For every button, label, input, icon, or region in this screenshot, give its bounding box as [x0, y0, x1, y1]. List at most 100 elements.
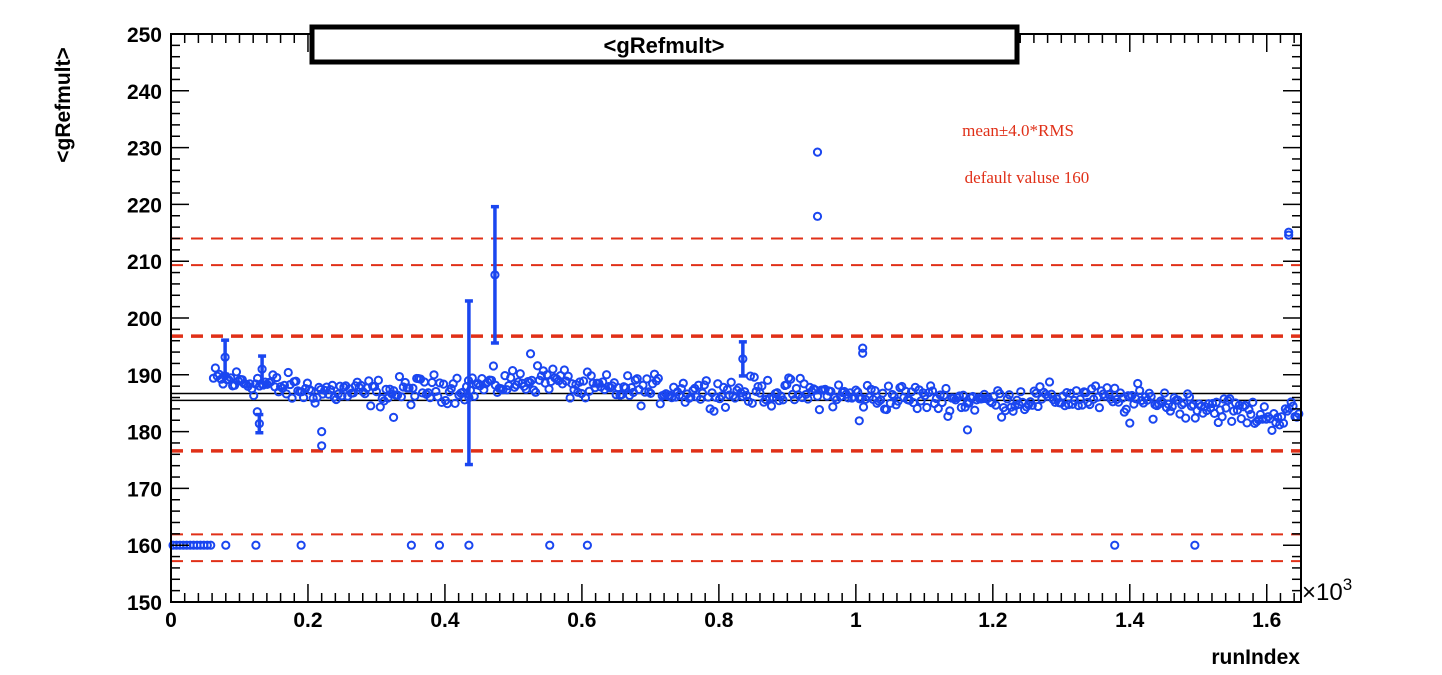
data-point — [1110, 383, 1120, 393]
data-point — [958, 390, 968, 400]
data-point — [1027, 400, 1037, 410]
data-point — [337, 391, 347, 401]
data-point — [623, 371, 633, 381]
data-point — [559, 365, 569, 375]
data-point — [1041, 389, 1051, 399]
data-point — [1267, 425, 1277, 435]
data-point — [452, 373, 462, 383]
data-point — [1217, 412, 1227, 422]
data-point — [699, 380, 709, 390]
default-value-point — [545, 540, 555, 550]
data-point — [542, 370, 552, 380]
data-point — [210, 363, 220, 373]
data-point — [525, 377, 535, 387]
data-points-layer — [168, 147, 1304, 550]
data-point — [406, 400, 416, 410]
y-axis-label: <gRefmult> — [52, 47, 75, 163]
data-point — [1016, 387, 1026, 397]
data-point — [1115, 388, 1126, 398]
x-tick-label: 0 — [165, 609, 177, 632]
data-point — [722, 384, 732, 395]
data-point — [726, 377, 736, 387]
data-point — [563, 371, 573, 381]
data-point — [922, 402, 932, 413]
data-point — [828, 402, 838, 412]
data-point — [1175, 409, 1185, 419]
data-point — [956, 402, 966, 413]
data-point — [667, 393, 677, 403]
x-tick-label: 1 — [850, 609, 862, 632]
data-point — [249, 390, 259, 401]
data-point — [1104, 389, 1114, 400]
data-point — [1148, 414, 1158, 424]
default-value-point — [434, 540, 445, 550]
data-point — [408, 383, 418, 393]
data-point — [272, 372, 282, 383]
data-point — [646, 388, 656, 399]
data-point — [1225, 394, 1235, 404]
data-point — [1294, 409, 1304, 419]
data-point — [676, 383, 686, 394]
data-point — [410, 391, 420, 401]
data-point — [786, 374, 796, 384]
data-point — [1135, 385, 1145, 396]
data-point — [901, 386, 911, 396]
data-point — [580, 393, 591, 403]
data-point — [972, 395, 982, 405]
data-point — [1223, 395, 1233, 406]
data-point — [1167, 401, 1177, 412]
data-point — [371, 387, 382, 397]
data-point — [366, 401, 376, 411]
data-point — [1179, 398, 1189, 408]
data-point — [1181, 413, 1191, 423]
data-point — [298, 392, 309, 403]
default-value-point — [464, 540, 474, 550]
data-point — [1184, 392, 1195, 402]
x-tick-label: 0.2 — [293, 609, 322, 632]
data-point — [1129, 399, 1139, 409]
y-tick-label: 150 — [127, 592, 162, 615]
data-point — [757, 381, 767, 391]
y-tick-label: 180 — [127, 422, 162, 445]
data-point — [575, 377, 585, 387]
data-point — [881, 404, 892, 415]
data-point — [1004, 390, 1014, 400]
data-point — [709, 406, 719, 416]
x-tick-label: 1.4 — [1115, 609, 1145, 632]
data-point — [245, 379, 255, 389]
data-point — [636, 401, 646, 411]
outlier-point — [858, 343, 868, 353]
data-point — [373, 375, 383, 385]
data-point — [621, 383, 631, 393]
data-point — [283, 367, 293, 378]
y-tick-label: 230 — [127, 138, 162, 161]
title-box — [309, 24, 1020, 65]
y-tick-label: 210 — [127, 251, 162, 274]
data-point — [653, 373, 663, 383]
outlier-point — [1125, 418, 1135, 428]
tick-labels-layer: 150 160 170 180 190 200 210 220 230 240 250 0 0.2 0.4… — [127, 24, 1281, 632]
data-point — [398, 382, 408, 392]
data-point — [1046, 389, 1057, 399]
y-tick-label: 240 — [127, 81, 162, 104]
x-axis-multiplier-exponent: 3 — [1343, 575, 1352, 594]
default-value-point — [251, 540, 261, 550]
data-point — [763, 375, 773, 385]
data-point — [515, 369, 525, 379]
outlier-point — [858, 348, 868, 358]
data-point — [1177, 400, 1187, 410]
data-point — [1090, 381, 1101, 391]
data-point — [548, 364, 558, 374]
y-tick-label: 160 — [127, 535, 162, 558]
data-point — [843, 393, 853, 403]
y-tick-label: 220 — [127, 194, 162, 217]
data-point — [450, 398, 460, 408]
data-point — [226, 373, 236, 383]
x-axis-label: runIndex — [1211, 646, 1300, 669]
data-point — [941, 383, 951, 394]
data-point — [427, 377, 437, 388]
data-point — [774, 396, 784, 406]
data-point — [1242, 418, 1252, 428]
data-point — [429, 370, 439, 380]
data-point — [1278, 418, 1289, 428]
